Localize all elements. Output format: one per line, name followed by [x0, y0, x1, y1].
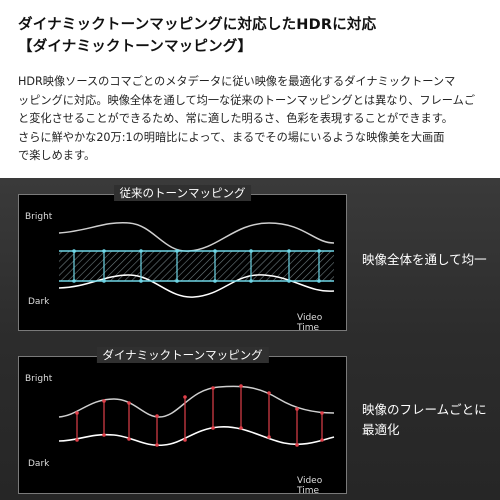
bright-label: Bright — [25, 374, 53, 384]
static-curve-graphic — [58, 222, 335, 298]
dynamic-caption-line-2: 最適化 — [362, 422, 400, 437]
top-section: ダイナミックトーンマッピングに対応したHDRに対応 【ダイナミックトーンマッピン… — [0, 0, 500, 178]
bright-label: Bright — [25, 212, 53, 222]
dynamic-tone-mapping-panel: ダイナミックトーンマッピング Bright Dark Video Time — [18, 347, 347, 496]
title-line-1: ダイナミックトーンマッピングに対応したHDRに対応 — [18, 17, 377, 33]
dynamic-caption-line-1: 映像のフレームごとに — [362, 402, 487, 417]
dynamic-panel-title: ダイナミックトーンマッピング — [96, 347, 269, 363]
dark-label: Dark — [28, 459, 50, 469]
title-line-2: 【ダイナミックトーンマッピング】 — [18, 39, 253, 55]
brightness-lower-curve — [58, 274, 335, 298]
description-line-5: で楽しめます。 — [18, 149, 96, 162]
static-band-dots — [72, 249, 321, 283]
brightness-upper-curve — [58, 222, 335, 252]
dynamic-frame-dots — [75, 384, 324, 447]
video-time-label: Video Time — [297, 313, 323, 333]
description-line-1: HDR映像ソースのコマごとのメタデータに従い映像を最適化するダイナミックトーンマ — [18, 75, 456, 88]
description-line-2: ッピングに対応。映像全体を通して均一な従来のトーンマッピングとは異なり、フレーム… — [18, 93, 476, 107]
video-time-label: Video Time — [297, 476, 323, 496]
brightness-upper-curve — [58, 385, 335, 418]
static-band-fill — [59, 251, 334, 281]
dark-label: Dark — [28, 297, 50, 307]
description: HDR映像ソースのコマごとのメタデータに従い映像を最適化するダイナミックトーンマ… — [18, 73, 486, 166]
diagram-section: 従来のトーンマッピング Bright Dark Video Time — [0, 178, 500, 500]
dynamic-curve-graphic — [58, 384, 335, 447]
static-band-markers — [73, 251, 320, 281]
static-panel-title: 従来のトーンマッピング — [113, 185, 252, 201]
dynamic-caption: 映像のフレームごとに 最適化 — [362, 400, 487, 440]
brightness-lower-curve — [58, 426, 335, 447]
static-caption: 映像全体を通して均一 — [362, 252, 487, 267]
page-title: ダイナミックトーンマッピングに対応したHDRに対応 【ダイナミックトーンマッピン… — [18, 14, 488, 58]
static-tone-mapping-panel: 従来のトーンマッピング Bright Dark Video Time — [18, 185, 347, 333]
description-line-4: さらに鮮やかな20万:1の明暗比によって、まるでその場にいるような映像美を大画面 — [18, 130, 445, 144]
description-line-3: と変化させることができるため、常に適した明るさ、色彩を表現することができます。 — [18, 112, 453, 125]
dynamic-frame-markers — [76, 386, 323, 445]
